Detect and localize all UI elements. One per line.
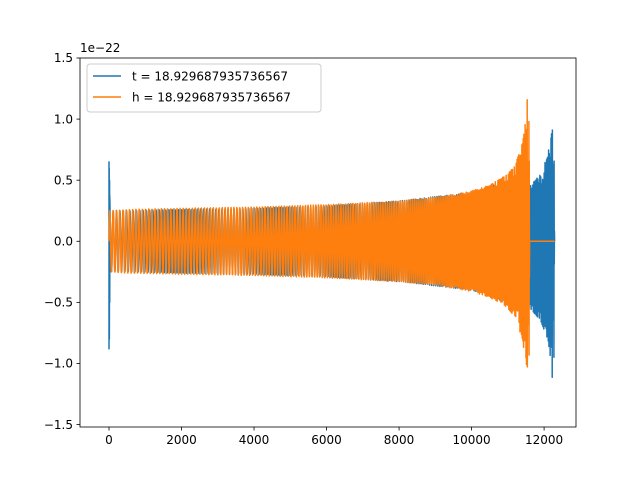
y-axis: −1.5 −1.0 −0.5 0.0 0.5 1.0 1.5 (44, 51, 80, 432)
series-line-h (108, 98, 556, 368)
x-axis: 0 2000 4000 6000 8000 10000 12000 (105, 427, 563, 447)
y-tick-label: 0.5 (54, 173, 73, 187)
legend: t = 18.929687935736567 h = 18.92968793573… (86, 63, 322, 113)
x-tick-label: 12000 (525, 433, 563, 447)
x-tick-label: 10000 (452, 433, 490, 447)
y-tick-label: −1.0 (44, 357, 73, 371)
y-tick-label: −1.5 (44, 418, 73, 432)
x-tick-label: 6000 (311, 433, 342, 447)
x-tick-label: 4000 (239, 433, 270, 447)
legend-label: h = 18.929687935736567 (132, 91, 291, 105)
x-tick-label: 8000 (384, 433, 415, 447)
axes-frame (79, 57, 577, 428)
series-layer (108, 98, 556, 378)
y-tick-label: 1.5 (54, 51, 73, 65)
y-tick-label: −0.5 (44, 296, 73, 310)
x-tick-label: 0 (105, 433, 113, 447)
y-offset-text: 1e−22 (80, 41, 120, 55)
x-tick-label: 2000 (166, 433, 197, 447)
y-tick-label: 1.0 (54, 112, 73, 126)
legend-box (86, 63, 322, 113)
legend-label: t = 18.929687935736567 (132, 70, 288, 84)
y-tick-label: 0.0 (54, 234, 73, 248)
